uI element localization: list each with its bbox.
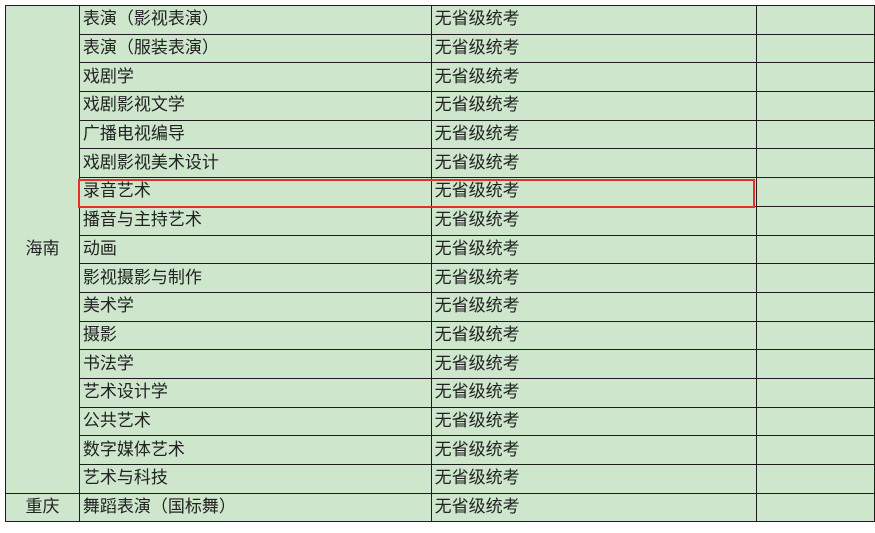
major-cell[interactable]: 戏剧学 [78, 62, 432, 93]
status-cell[interactable]: 无省级统考 [430, 291, 758, 322]
table-row: 戏剧影视美术设计 无省级统考 [6, 148, 875, 179]
major-cell[interactable]: 公共艺术 [78, 406, 432, 437]
status-cell[interactable]: 无省级统考 [430, 62, 758, 93]
empty-cell[interactable] [756, 205, 875, 236]
table-row: 广播电视编导 无省级统考 [6, 119, 875, 150]
empty-cell[interactable] [756, 177, 875, 207]
province-cell[interactable]: 海南 [5, 5, 80, 494]
empty-cell[interactable] [756, 62, 875, 93]
major-cell[interactable]: 播音与主持艺术 [78, 205, 432, 236]
major-cell[interactable]: 书法学 [78, 349, 432, 379]
table-row: 动画 无省级统考 [6, 234, 875, 265]
table-row: 艺术设计学 无省级统考 [6, 377, 875, 408]
empty-cell[interactable] [756, 263, 875, 293]
table-row: 录音艺术 无省级统考 [6, 177, 875, 207]
empty-cell[interactable] [756, 349, 875, 379]
status-cell[interactable]: 无省级统考 [430, 406, 758, 437]
empty-cell[interactable] [756, 234, 875, 265]
empty-cell[interactable] [756, 33, 875, 64]
province-cell[interactable]: 重庆 [5, 492, 80, 523]
major-cell[interactable]: 戏剧影视美术设计 [78, 148, 432, 179]
empty-cell[interactable] [756, 320, 875, 351]
empty-cell[interactable] [756, 5, 875, 35]
status-cell[interactable]: 无省级统考 [430, 320, 758, 351]
major-cell[interactable]: 影视摄影与制作 [78, 263, 432, 293]
status-cell[interactable]: 无省级统考 [430, 464, 758, 494]
status-cell[interactable]: 无省级统考 [430, 435, 758, 465]
major-cell[interactable]: 艺术与科技 [78, 464, 432, 494]
table-row: 重庆 舞蹈表演（国标舞） 无省级统考 [5, 492, 875, 523]
major-cell[interactable]: 摄影 [78, 320, 432, 351]
status-cell[interactable]: 无省级统考 [430, 263, 758, 293]
empty-cell[interactable] [756, 148, 875, 179]
table-row: 数字媒体艺术 无省级统考 [6, 435, 875, 465]
table-row: 艺术与科技 无省级统考 [6, 464, 875, 494]
status-cell[interactable]: 无省级统考 [430, 377, 758, 408]
major-cell[interactable]: 美术学 [78, 291, 432, 322]
status-cell[interactable]: 无省级统考 [430, 33, 758, 64]
empty-cell[interactable] [756, 464, 875, 494]
status-cell[interactable]: 无省级统考 [430, 148, 758, 179]
major-cell[interactable]: 舞蹈表演（国标舞） [78, 492, 432, 523]
empty-cell[interactable] [756, 291, 875, 322]
empty-cell[interactable] [756, 91, 875, 121]
status-cell[interactable]: 无省级统考 [430, 492, 758, 523]
status-cell[interactable]: 无省级统考 [430, 119, 758, 150]
status-cell[interactable]: 无省级统考 [430, 234, 758, 265]
empty-cell[interactable] [756, 377, 875, 408]
major-cell[interactable]: 广播电视编导 [78, 119, 432, 150]
major-cell[interactable]: 艺术设计学 [78, 377, 432, 408]
major-cell[interactable]: 录音艺术 [78, 177, 432, 207]
empty-cell[interactable] [756, 119, 875, 150]
table-row: 戏剧影视文学 无省级统考 [6, 91, 875, 121]
table-row: 海南 表演（影视表演） 无省级统考 [5, 5, 875, 494]
table-row: 影视摄影与制作 无省级统考 [6, 263, 875, 293]
table-row: 公共艺术 无省级统考 [6, 406, 875, 437]
status-cell[interactable]: 无省级统考 [430, 205, 758, 236]
table-row: 书法学 无省级统考 [6, 349, 875, 379]
status-cell[interactable]: 无省级统考 [430, 91, 758, 121]
table-row: 美术学 无省级统考 [6, 291, 875, 322]
major-cell[interactable]: 表演（服装表演） [78, 33, 432, 64]
major-cell[interactable]: 戏剧影视文学 [78, 91, 432, 121]
empty-cell[interactable] [756, 492, 875, 523]
major-cell[interactable]: 表演（影视表演） [78, 5, 432, 35]
table-row: 表演（服装表演） 无省级统考 [6, 33, 875, 64]
table-row: 摄影 无省级统考 [6, 320, 875, 351]
empty-cell[interactable] [756, 406, 875, 437]
majors-table: 海南 表演（影视表演） 无省级统考 表演（服装表演） 无省级统考 戏剧学 无省级统考 戏剧影视… [5, 5, 875, 523]
table-row: 播音与主持艺术 无省级统考 [6, 205, 875, 236]
empty-cell[interactable] [756, 435, 875, 465]
status-cell[interactable]: 无省级统考 [430, 177, 758, 207]
major-cell[interactable]: 数字媒体艺术 [78, 435, 432, 465]
status-cell[interactable]: 无省级统考 [430, 349, 758, 379]
major-cell[interactable]: 动画 [78, 234, 432, 265]
status-cell[interactable]: 无省级统考 [430, 5, 758, 35]
table-row: 戏剧学 无省级统考 [6, 62, 875, 93]
